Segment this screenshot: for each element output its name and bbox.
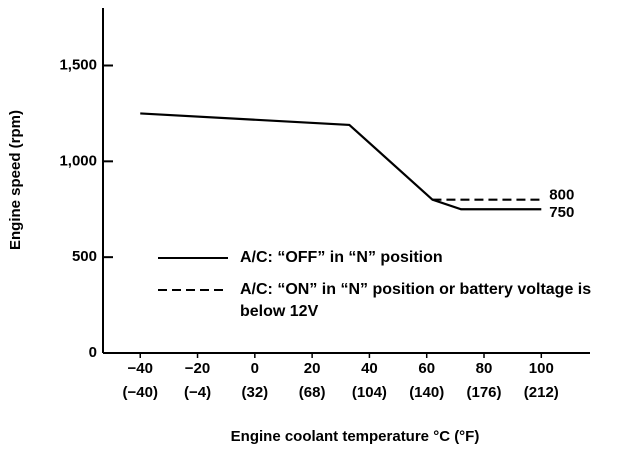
y-tick-label: 0 [89, 344, 97, 361]
x-tick-label: 20 [304, 360, 321, 377]
x2-tick-label: (68) [299, 384, 326, 401]
x-tick-label: 60 [418, 360, 435, 377]
line-series [140, 112, 542, 211]
x-tick-label: −20 [185, 360, 210, 377]
x-tick-label: −40 [128, 360, 153, 377]
x2-tick-label: (104) [352, 384, 387, 401]
x2-tick-label: (212) [524, 384, 559, 401]
y-tick-label: 1,500 [59, 56, 97, 73]
x2-tick-label: (−4) [184, 384, 211, 401]
x2-tick-label: (−40) [123, 384, 158, 401]
y-tick-label: 1,000 [59, 152, 97, 169]
x-tick-label: 80 [476, 360, 493, 377]
x-axis-title: Engine coolant temperature °C (°F) [231, 428, 480, 445]
x-tick-label: 100 [529, 360, 554, 377]
x2-tick-label: (32) [241, 384, 268, 401]
legend-label: A/C: “ON” in “N” position or battery vol… [240, 281, 592, 320]
y-tick-label: 500 [72, 248, 97, 265]
x-tick-label: 0 [251, 360, 259, 377]
y-axis-title: Engine speed (rpm) [7, 110, 24, 250]
end-label: 750 [549, 204, 574, 221]
end-label: 800 [549, 187, 574, 204]
x2-tick-label: (140) [409, 384, 444, 401]
x-tick-label: 40 [361, 360, 378, 377]
legend-label: A/C: “OFF” in “N” position [240, 249, 443, 266]
x2-tick-label: (176) [466, 384, 501, 401]
